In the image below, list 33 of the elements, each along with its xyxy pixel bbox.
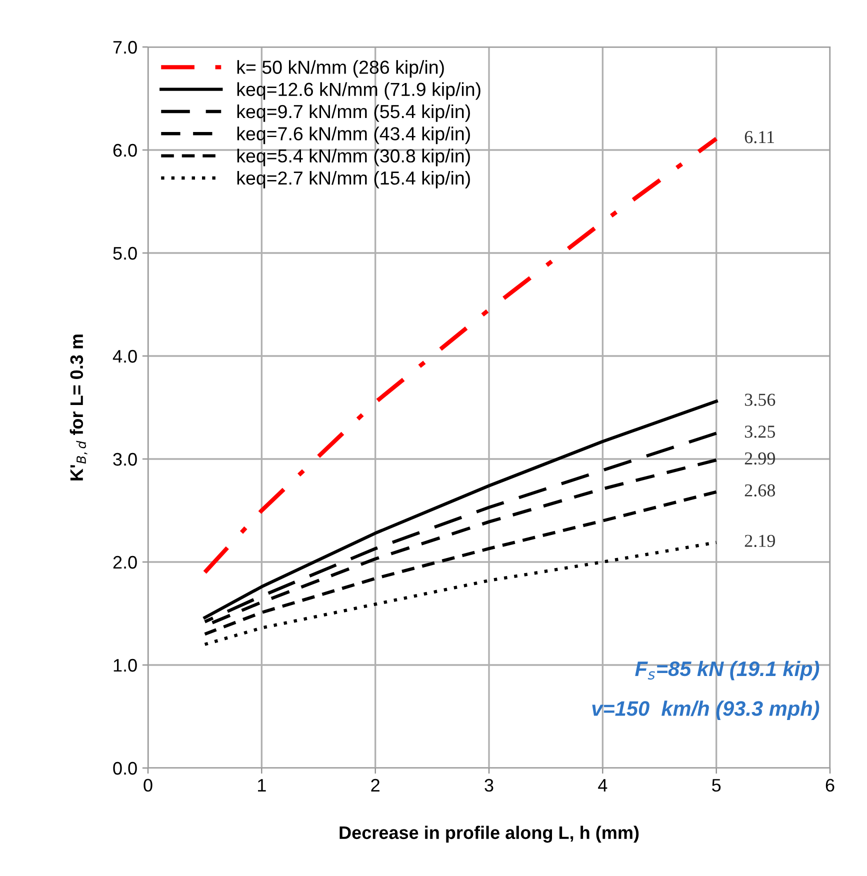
y-axis-title: K'$_{B,d}$ for L= 0.3 m <box>70 334 88 480</box>
data-label: 2.99 <box>744 452 775 465</box>
line-series <box>203 400 718 620</box>
legend-label: keq=7.6 kN/mm (43.4 kip/in) <box>237 126 470 144</box>
y-tick-label: 3.0 <box>113 452 137 466</box>
data-label: 2.68 <box>744 484 776 497</box>
y-tick-label: 5.0 <box>113 246 137 260</box>
y-tick-label: 7.0 <box>113 40 137 54</box>
x-tick-label: 5 <box>712 779 721 792</box>
y-tick-label: 1.0 <box>114 658 137 672</box>
data-label: 3.25 <box>744 426 776 438</box>
data-label: 6.11 <box>744 131 774 144</box>
x-tick-label: 2 <box>371 778 380 792</box>
y-tick-label: 4.0 <box>112 350 137 363</box>
x-tick-label: 3 <box>484 778 494 792</box>
x-axis-title: Decrease in profile along L, h (mm) <box>340 826 639 843</box>
y-tick-label: 2.0 <box>113 556 137 569</box>
data-label: 3.56 <box>744 394 776 406</box>
annotation: v=150 km/h (93.3 mph) <box>592 700 820 720</box>
y-tick-label: 6.0 <box>113 144 137 157</box>
line-series <box>203 540 718 646</box>
legend-label: k= 50 kN/mm (286 kip/in) <box>237 60 444 78</box>
legend-label: keq=2.7 kN/mm (15.4 kip/in) <box>237 170 470 188</box>
x-tick-label: 6 <box>826 778 834 792</box>
x-tick-label: 4 <box>598 779 608 792</box>
legend-label: keq=5.4 kN/mm (30.8 kip/in) <box>237 148 470 166</box>
data-label: 2.19 <box>744 534 775 548</box>
x-tick-label: 0 <box>144 778 152 792</box>
x-tick-label: 1 <box>258 779 266 792</box>
legend-label: keq=9.7 kN/mm (55.4 kip/in) <box>237 104 470 122</box>
legend-label: keq=12.6 kN/mm (71.9 kip/in) <box>237 82 480 100</box>
y-tick-label: 0.0 <box>113 762 137 775</box>
annotation: F$_{s}$=85 kN (19.1 kip) <box>635 660 820 680</box>
